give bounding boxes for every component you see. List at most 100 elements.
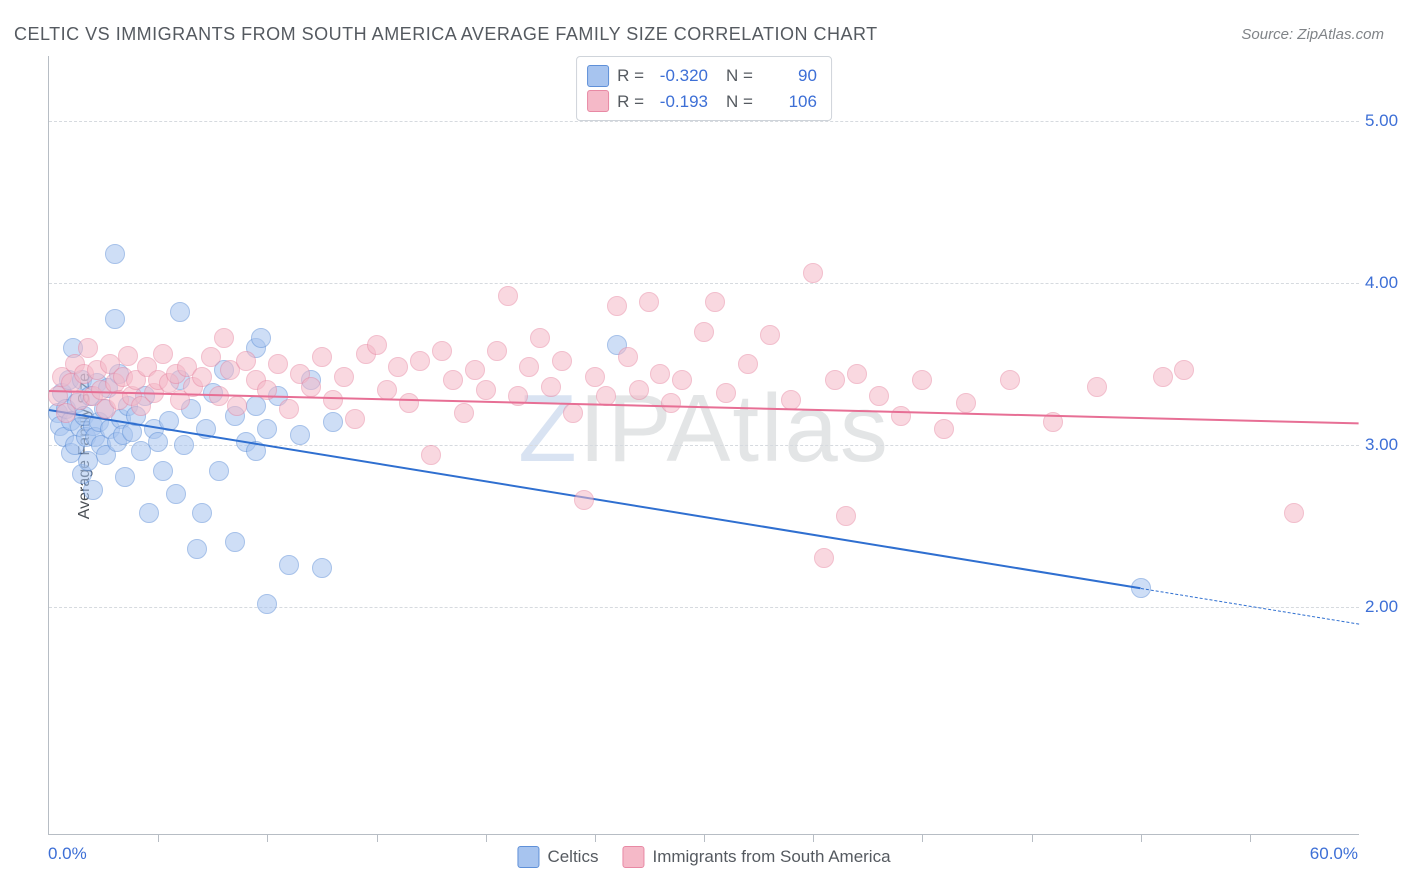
scatter-point-immigrants [530,328,550,348]
y-tick-label: 4.00 [1365,273,1406,293]
scatter-point-immigrants [214,328,234,348]
stats-row-immigrants: R =-0.193N =106 [587,89,817,115]
x-tick [595,834,596,842]
scatter-point-immigrants [552,351,572,371]
scatter-point-immigrants [618,347,638,367]
x-tick [1250,834,1251,842]
stat-n-label: N = [726,89,753,115]
scatter-point-celtics [166,484,186,504]
scatter-point-celtics [192,503,212,523]
x-tick [158,834,159,842]
stats-row-celtics: R =-0.320N =90 [587,63,817,89]
trend-line-celtics [49,409,1141,589]
legend-item-immigrants: Immigrants from South America [622,846,890,868]
grid-line-h [49,121,1359,122]
scatter-point-immigrants [312,347,332,367]
scatter-point-immigrants [541,377,561,397]
scatter-point-celtics [139,503,159,523]
x-tick [704,834,705,842]
scatter-point-celtics [148,432,168,452]
legend-swatch-celtics [517,846,539,868]
scatter-point-immigrants [410,351,430,371]
scatter-point-immigrants [585,367,605,387]
x-tick [813,834,814,842]
x-tick [1141,834,1142,842]
scatter-point-immigrants [836,506,856,526]
scatter-point-immigrants [672,370,692,390]
scatter-point-immigrants [639,292,659,312]
scatter-point-immigrants [825,370,845,390]
source-name: ZipAtlas.com [1297,26,1384,43]
x-tick [922,834,923,842]
scatter-point-celtics [225,532,245,552]
scatter-point-immigrants [367,335,387,355]
scatter-point-immigrants [227,396,247,416]
stat-r-label: R = [617,63,644,89]
scatter-point-immigrants [323,390,343,410]
legend-label: Immigrants from South America [652,847,890,867]
scatter-point-celtics [323,412,343,432]
stat-r-value: -0.193 [652,89,708,115]
stat-n-value: 90 [761,63,817,89]
scatter-point-celtics [257,594,277,614]
scatter-point-immigrants [661,393,681,413]
x-tick [486,834,487,842]
scatter-point-immigrants [956,393,976,413]
series-legend: Celtics Immigrants from South America [517,846,890,868]
scatter-point-immigrants [694,322,714,342]
scatter-point-immigrants [476,380,496,400]
x-tick [1032,834,1033,842]
scatter-point-immigrants [760,325,780,345]
scatter-point-immigrants [118,346,138,366]
scatter-point-immigrants [1000,370,1020,390]
scatter-point-celtics [170,302,190,322]
scatter-point-immigrants [432,341,452,361]
scatter-point-celtics [105,244,125,264]
scatter-point-celtics [251,328,271,348]
scatter-point-immigrants [236,351,256,371]
scatter-point-immigrants [607,296,627,316]
y-tick-label: 3.00 [1365,435,1406,455]
swatch-celtics [587,65,609,87]
scatter-point-immigrants [912,370,932,390]
scatter-point-immigrants [421,445,441,465]
legend-item-celtics: Celtics [517,846,598,868]
scatter-point-immigrants [705,292,725,312]
scatter-point-celtics [115,467,135,487]
plot-area: ZIPAtlas R =-0.320N =90R =-0.193N =106 C… [48,56,1359,835]
scatter-point-immigrants [781,390,801,410]
stat-n-label: N = [726,63,753,89]
scatter-point-immigrants [192,367,212,387]
scatter-point-immigrants [399,393,419,413]
legend-label: Celtics [547,847,598,867]
scatter-point-immigrants [377,380,397,400]
scatter-point-immigrants [454,403,474,423]
scatter-point-immigrants [388,357,408,377]
scatter-point-immigrants [443,370,463,390]
stat-r-label: R = [617,89,644,115]
grid-line-h [49,607,1359,608]
chart-title: CELTIC VS IMMIGRANTS FROM SOUTH AMERICA … [14,24,878,45]
scatter-point-immigrants [301,377,321,397]
legend-swatch-immigrants [622,846,644,868]
scatter-point-immigrants [1174,360,1194,380]
scatter-point-immigrants [563,403,583,423]
scatter-point-immigrants [78,338,98,358]
scatter-point-celtics [153,461,173,481]
swatch-immigrants [587,90,609,112]
scatter-point-immigrants [574,490,594,510]
scatter-point-immigrants [487,341,507,361]
y-tick-label: 5.00 [1365,111,1406,131]
scatter-point-immigrants [803,263,823,283]
scatter-point-immigrants [153,344,173,364]
scatter-point-immigrants [334,367,354,387]
scatter-point-immigrants [869,386,889,406]
scatter-point-immigrants [629,380,649,400]
x-tick [377,834,378,842]
scatter-point-immigrants [498,286,518,306]
trend-line-celtics [1141,588,1359,625]
scatter-point-immigrants [1087,377,1107,397]
scatter-point-immigrants [201,347,221,367]
scatter-point-immigrants [268,354,288,374]
scatter-point-celtics [105,309,125,329]
